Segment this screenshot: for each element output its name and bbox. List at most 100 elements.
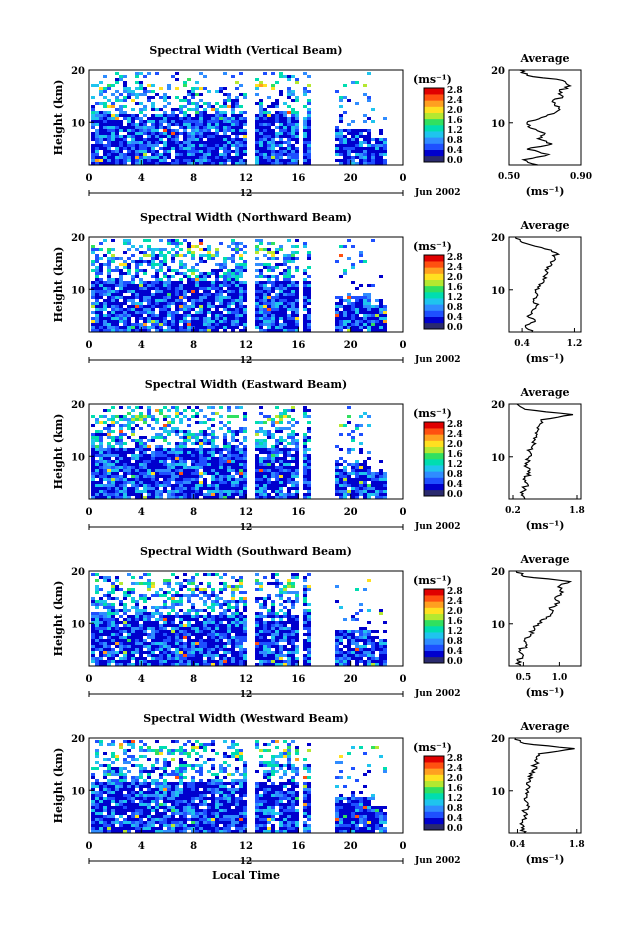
heatmap-cell <box>219 588 223 591</box>
heatmap-cell <box>307 463 311 466</box>
heatmap-cell <box>95 430 99 433</box>
heatmap-cell <box>231 320 235 323</box>
heatmap-cell <box>175 329 179 332</box>
heatmap-cell <box>303 576 307 579</box>
heatmap-cell <box>263 72 267 75</box>
heatmap-cell <box>207 582 211 585</box>
heatmap-cell <box>115 597 119 600</box>
heatmap-cell <box>207 463 211 466</box>
heatmap-cell <box>291 120 295 123</box>
heatmap-cell <box>287 597 291 600</box>
heatmap-cell <box>95 135 99 138</box>
heatmap-cell <box>207 621 211 624</box>
heatmap-cell <box>215 323 219 326</box>
heatmap-cell <box>195 594 199 597</box>
heatmap-cell <box>211 284 215 287</box>
heatmap-cell <box>275 126 279 129</box>
heatmap-cell <box>235 639 239 642</box>
heatmap-cell <box>203 442 207 445</box>
heatmap-cell <box>223 308 227 311</box>
heatmap-cell <box>103 132 107 135</box>
heatmap-cell <box>235 308 239 311</box>
heatmap-cell <box>271 621 275 624</box>
heatmap-cell <box>183 105 187 108</box>
heatmap-cell <box>99 454 103 457</box>
heatmap-cell <box>107 296 111 299</box>
heatmap-cell <box>231 114 235 117</box>
heatmap-cell <box>211 311 215 314</box>
heatmap-cell <box>343 633 347 636</box>
heatmap-cell <box>223 588 227 591</box>
heatmap-cell <box>291 457 295 460</box>
heatmap-cell <box>159 299 163 302</box>
heatmap-cell <box>375 630 379 633</box>
heatmap-cell <box>115 305 119 308</box>
heatmap-cell <box>231 639 235 642</box>
heatmap-cell <box>127 594 131 597</box>
heatmap-cell <box>95 129 99 132</box>
heatmap-cell <box>271 159 275 162</box>
heatmap-cell <box>119 442 123 445</box>
heatmap-cell <box>359 326 363 329</box>
heatmap-cell <box>259 630 263 633</box>
heatmap-cell <box>107 284 111 287</box>
x-tick-label: 0 <box>400 173 407 184</box>
heatmap-cell <box>183 415 187 418</box>
heatmap-cell <box>179 490 183 493</box>
heatmap-cell <box>375 150 379 153</box>
heatmap-cell <box>143 123 147 126</box>
profile-title: Average <box>519 219 569 232</box>
heatmap-cell <box>143 150 147 153</box>
heatmap-cell <box>175 129 179 132</box>
heatmap-cell <box>147 457 151 460</box>
heatmap-cell <box>115 478 119 481</box>
heatmap-cell <box>187 490 191 493</box>
heatmap-cell <box>219 135 223 138</box>
heatmap-cell <box>175 87 179 90</box>
heatmap-cell <box>175 454 179 457</box>
heatmap-cell <box>223 132 227 135</box>
heatmap-cell <box>91 132 95 135</box>
heatmap-cell <box>271 454 275 457</box>
heatmap-cell <box>271 582 275 585</box>
heatmap-cell <box>119 418 123 421</box>
heatmap-cell <box>283 269 287 272</box>
heatmap-cell <box>167 478 171 481</box>
heatmap-cell <box>167 451 171 454</box>
heatmap-cell <box>151 248 155 251</box>
heatmap-cell <box>91 621 95 624</box>
heatmap-cell <box>263 281 267 284</box>
heatmap-cell <box>283 630 287 633</box>
heatmap-cell <box>127 621 131 624</box>
x-axis: 0 4 8 12 16 20 012 Jun 2002 <box>86 327 461 366</box>
heatmap-cell <box>291 311 295 314</box>
heatmap-cell <box>131 469 135 472</box>
heatmap-cell <box>291 475 295 478</box>
heatmap-cell <box>179 302 183 305</box>
heatmap-cell <box>147 287 151 290</box>
heatmap-cell <box>99 135 103 138</box>
heatmap-cell <box>207 129 211 132</box>
heatmap-cell <box>239 266 243 269</box>
heatmap-cell <box>271 162 275 165</box>
heatmap-cell <box>239 150 243 153</box>
heatmap-cell <box>131 144 135 147</box>
heatmap-cell <box>291 409 295 412</box>
heatmap-cell <box>147 293 151 296</box>
colorbar-tick-label: 0.0 <box>447 323 463 333</box>
heatmap-cell <box>307 257 311 260</box>
heatmap-cell <box>99 302 103 305</box>
heatmap-cell <box>123 87 127 90</box>
heatmap-cell <box>111 120 115 123</box>
heatmap-cell <box>383 153 387 156</box>
heatmap-cell <box>103 421 107 424</box>
heatmap-cell <box>223 275 227 278</box>
heatmap-cell <box>147 633 151 636</box>
heatmap-cell <box>131 260 135 263</box>
heatmap-cell <box>163 144 167 147</box>
heatmap-cell <box>203 284 207 287</box>
heatmap-cell <box>183 433 187 436</box>
heatmap-cell <box>191 162 195 165</box>
heatmap-cell <box>359 308 363 311</box>
heatmap-cell <box>143 597 147 600</box>
